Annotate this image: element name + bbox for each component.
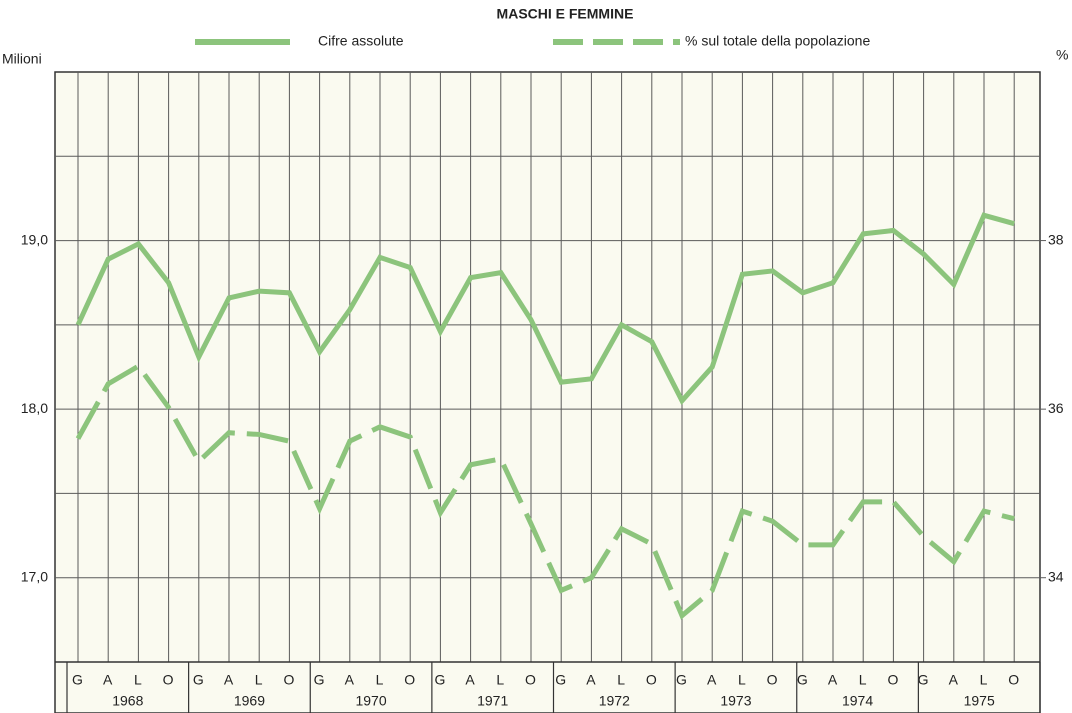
series-line <box>75 362 1015 620</box>
x-tick-label: A <box>828 672 838 688</box>
x-tick-label: A <box>949 672 959 688</box>
x-tick-label: L <box>134 672 143 688</box>
x-tick-label: O <box>525 672 537 688</box>
x-tick-label: L <box>738 672 747 688</box>
x-tick-label: A <box>345 672 355 688</box>
y2-axis-label: % <box>1056 47 1068 63</box>
x-tick-label: O <box>1008 672 1020 688</box>
x-tick-label: G <box>72 672 84 688</box>
y2-tick-label: 34 <box>1048 568 1064 584</box>
x-tick-label: A <box>707 672 717 688</box>
y-tick-label: 18,0 <box>21 400 48 416</box>
x-tick-label: A <box>224 672 234 688</box>
x-tick-label: G <box>918 672 930 688</box>
chart-title: MASCHI E FEMMINE <box>497 6 634 22</box>
x-tick-label: O <box>283 672 295 688</box>
x-tick-label: A <box>586 672 596 688</box>
year-label: 1974 <box>842 693 873 709</box>
y2-tick-label: 38 <box>1048 231 1064 247</box>
y2-tick-label: 36 <box>1048 400 1064 416</box>
x-tick-label: G <box>676 672 688 688</box>
x-tick-label: O <box>163 672 175 688</box>
x-tick-label: L <box>496 672 505 688</box>
y-axis-label: Milioni <box>2 51 42 67</box>
x-tick-label: G <box>314 672 326 688</box>
x-tick-label: O <box>646 672 658 688</box>
year-label: 1971 <box>477 693 508 709</box>
legend-label: % sul totale della popolazione <box>685 33 870 49</box>
year-label: 1975 <box>964 693 995 709</box>
year-label: 1972 <box>599 693 630 709</box>
x-tick-label: G <box>797 672 809 688</box>
plot-frame <box>54 71 1041 713</box>
x-tick-label: L <box>617 672 626 688</box>
x-tick-label: A <box>103 672 113 688</box>
series-line <box>75 212 1015 406</box>
year-label: 1973 <box>720 693 751 709</box>
x-tick-label: G <box>193 672 205 688</box>
x-tick-label: L <box>859 672 868 688</box>
x-tick-label: L <box>255 672 264 688</box>
x-tick-label: A <box>465 672 475 688</box>
x-tick-label: G <box>555 672 567 688</box>
y-tick-label: 17,0 <box>21 568 48 584</box>
year-label: 1970 <box>355 693 386 709</box>
x-tick-label: L <box>376 672 385 688</box>
x-tick-label: O <box>404 672 416 688</box>
legend-label: Cifre assolute <box>318 33 404 49</box>
year-label: 1969 <box>234 693 265 709</box>
x-tick-label: L <box>980 672 989 688</box>
y-tick-label: 19,0 <box>21 231 48 247</box>
x-tick-label: G <box>434 672 446 688</box>
x-tick-label: O <box>887 672 899 688</box>
year-label: 1968 <box>112 693 143 709</box>
x-tick-label: O <box>767 672 779 688</box>
